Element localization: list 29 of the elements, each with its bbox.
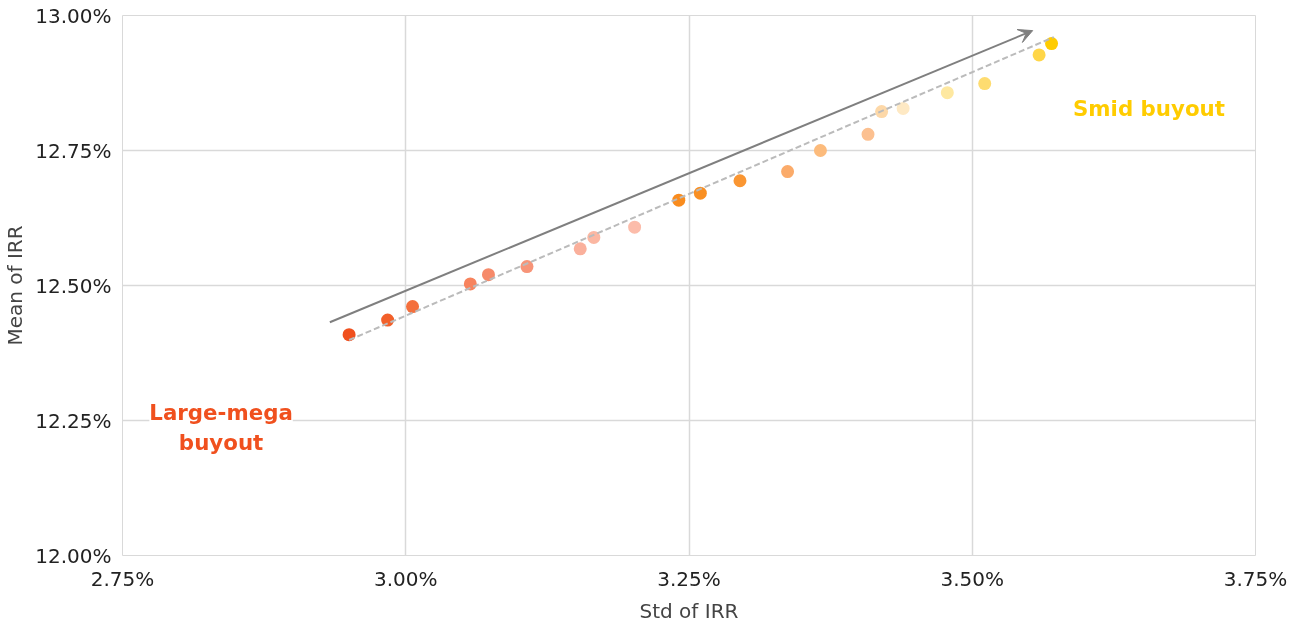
y-tick-label: 13.00% xyxy=(35,3,112,28)
x-axis-title: Std of IRR xyxy=(639,598,739,623)
point xyxy=(520,260,534,274)
x-tick-label: 2.75% xyxy=(90,566,155,591)
point xyxy=(628,220,642,234)
point xyxy=(481,268,495,282)
point xyxy=(896,101,910,115)
point xyxy=(1032,48,1046,62)
point xyxy=(733,174,747,188)
point xyxy=(978,77,992,91)
x-tick-label: 3.75% xyxy=(1223,566,1288,591)
point xyxy=(861,127,875,141)
x-tick-label: 3.50% xyxy=(940,566,1005,591)
x-tick-label: 3.25% xyxy=(657,566,721,591)
point xyxy=(693,186,707,200)
y-tick-label: 12.75% xyxy=(35,138,112,163)
annotation: Large-mega buyout xyxy=(149,400,293,456)
annotation: Smid buyout xyxy=(1073,95,1225,121)
point xyxy=(573,242,587,256)
y-tick-label: 12.00% xyxy=(35,543,112,568)
point xyxy=(1045,37,1059,51)
y-axis-title: Mean of IRR xyxy=(3,225,28,346)
point xyxy=(406,300,420,314)
y-tick-label: 12.25% xyxy=(35,408,112,433)
x-tick-label: 3.00% xyxy=(373,566,438,591)
point xyxy=(781,165,795,179)
point xyxy=(813,144,827,157)
y-tick-label: 12.50% xyxy=(35,273,112,298)
point xyxy=(940,86,954,100)
